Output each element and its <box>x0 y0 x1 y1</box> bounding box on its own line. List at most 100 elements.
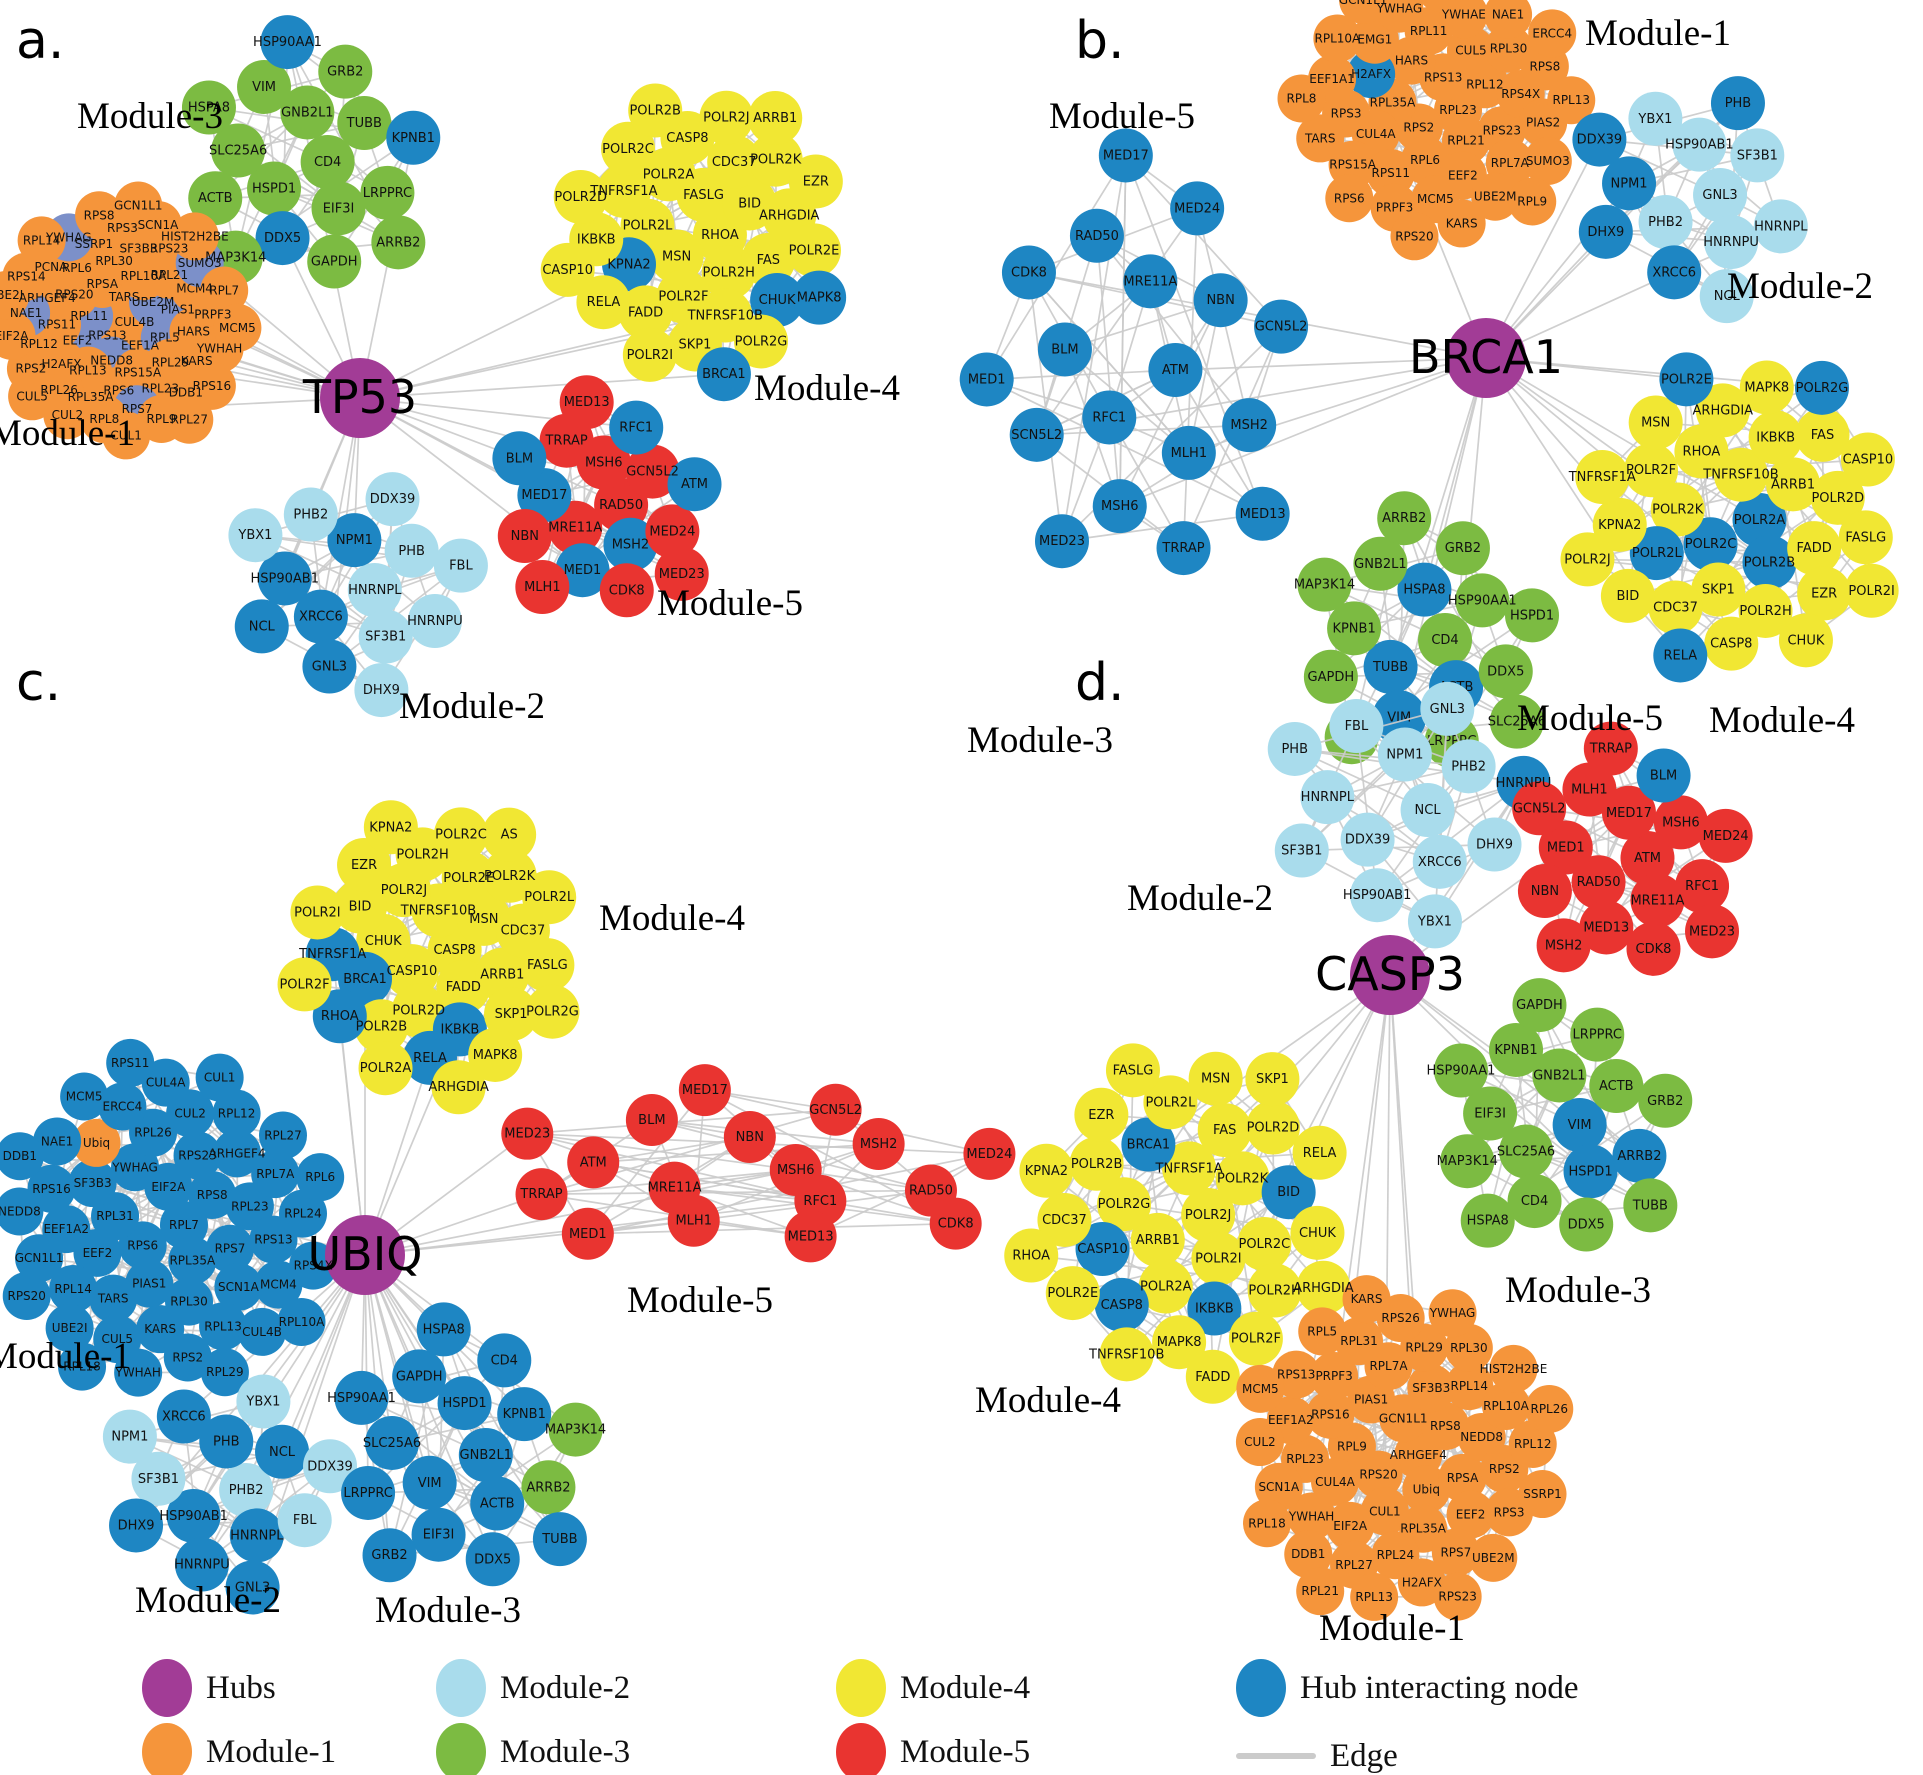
node-HSPD1[interactable] <box>1563 1144 1618 1199</box>
node-FBL[interactable] <box>277 1493 332 1548</box>
node-HSP90AA1[interactable] <box>1433 1043 1488 1098</box>
node-FAS[interactable] <box>1795 407 1850 462</box>
node-BLM[interactable] <box>1037 322 1092 377</box>
node-MED13[interactable] <box>1235 486 1290 541</box>
node-NAE1[interactable] <box>1484 0 1533 39</box>
node-CHUK[interactable] <box>1290 1205 1345 1260</box>
node-POLR2A[interactable] <box>358 1041 413 1096</box>
node-POLR2L[interactable] <box>1629 526 1684 581</box>
node-RPL6[interactable] <box>296 1153 345 1202</box>
node-CASP10[interactable] <box>1840 432 1895 487</box>
node-MED24[interactable] <box>1698 808 1753 863</box>
node-TUBB[interactable] <box>337 96 392 151</box>
node-NCL[interactable] <box>255 1424 310 1479</box>
node-PHB[interactable] <box>1710 76 1765 131</box>
node-SF3B1[interactable] <box>1274 823 1329 878</box>
node-BRCA1[interactable] <box>696 347 751 402</box>
node-SCN1A[interactable] <box>214 1262 263 1311</box>
node-FADD[interactable] <box>1787 521 1842 576</box>
node-MED23[interactable] <box>1034 514 1089 569</box>
node-EZR[interactable] <box>788 154 843 209</box>
node-DDX5[interactable] <box>1478 644 1533 699</box>
node-POLR2B[interactable] <box>1742 535 1797 590</box>
node-GNB2L1[interactable] <box>1353 536 1408 591</box>
node-HSPA8[interactable] <box>416 1302 471 1357</box>
node-SF3B1[interactable] <box>358 609 413 664</box>
node-GCN5L2[interactable] <box>809 1083 862 1136</box>
node-KPNB1[interactable] <box>386 110 441 165</box>
node-CD4[interactable] <box>477 1333 532 1388</box>
node-YWHAE[interactable] <box>1439 0 1488 39</box>
node-CD4[interactable] <box>1418 613 1473 667</box>
node-CDK8[interactable] <box>929 1197 982 1250</box>
node-MSH2[interactable] <box>852 1118 905 1171</box>
node-ARHGEF4[interactable] <box>213 1129 262 1178</box>
node-POLR2G[interactable] <box>734 314 789 369</box>
node-HSPD1[interactable] <box>437 1376 492 1431</box>
node-RPL10A[interactable] <box>277 1297 326 1346</box>
node-HNRNPU[interactable] <box>407 594 462 649</box>
node-ARHGDIA[interactable] <box>431 1060 486 1115</box>
node-RAD50[interactable] <box>1571 855 1626 910</box>
node-POLR2J[interactable] <box>699 90 754 145</box>
node-MAPK8[interactable] <box>1152 1315 1207 1370</box>
node-DHX9[interactable] <box>1578 204 1633 259</box>
node-GRB2[interactable] <box>1638 1073 1693 1128</box>
node-POLR2D[interactable] <box>1245 1100 1300 1155</box>
node-EIF3I[interactable] <box>1463 1086 1518 1141</box>
node-MAPK8[interactable] <box>468 1027 523 1082</box>
node-LRPPRC[interactable] <box>1570 1007 1625 1062</box>
node-FASLG[interactable] <box>1838 510 1893 565</box>
node-RPS11[interactable] <box>106 1038 155 1087</box>
node-TNFRSF10B[interactable] <box>1099 1327 1154 1382</box>
node-POLR2L[interactable] <box>1143 1075 1198 1130</box>
node-MRE11A[interactable] <box>1630 873 1685 928</box>
node-MED1[interactable] <box>959 352 1014 407</box>
node-NPM1[interactable] <box>1377 727 1432 782</box>
node-POLR2D[interactable] <box>553 169 608 224</box>
node-IKBKB[interactable] <box>1748 410 1803 465</box>
node-RELA[interactable] <box>576 275 631 330</box>
node-POLR2A[interactable] <box>1732 493 1787 547</box>
node-MLH1[interactable] <box>667 1194 720 1247</box>
node-YWHAH[interactable] <box>114 1348 163 1397</box>
node-HNRNPL[interactable] <box>347 563 402 617</box>
node-SLC25A6[interactable] <box>211 123 266 178</box>
node-ARRB1[interactable] <box>748 91 803 146</box>
node-CUL1[interactable] <box>195 1053 244 1102</box>
node-HSP90AB1[interactable] <box>1672 117 1727 172</box>
node-HSP90AA1[interactable] <box>1455 573 1510 628</box>
node-MED24[interactable] <box>1170 181 1225 236</box>
node-RHOA[interactable] <box>312 989 367 1044</box>
node-POLR2C[interactable] <box>434 807 489 862</box>
node-ATM[interactable] <box>1148 343 1203 397</box>
node-ARRB2[interactable] <box>1377 491 1432 546</box>
node-POLR2A[interactable] <box>1138 1259 1193 1314</box>
node-RELA[interactable] <box>1292 1125 1347 1180</box>
node-SLC25A6[interactable] <box>1499 1124 1554 1179</box>
node-MSH2[interactable] <box>1222 398 1277 453</box>
node-MED23[interactable] <box>501 1107 554 1160</box>
node-GCN5L2[interactable] <box>1254 299 1309 354</box>
node-SKP1[interactable] <box>484 987 539 1042</box>
node-UBE2M[interactable] <box>1471 172 1520 221</box>
node-POLR2B[interactable] <box>628 83 683 138</box>
node-POLR2H[interactable] <box>1738 583 1793 638</box>
node-TNFRSF10B[interactable] <box>1713 447 1768 502</box>
node-CHUK[interactable] <box>1778 613 1833 668</box>
node-PHB[interactable] <box>199 1414 254 1469</box>
node-CUL5[interactable] <box>1446 26 1495 75</box>
node-IKBKB[interactable] <box>1187 1281 1242 1336</box>
node-ARRB1[interactable] <box>1130 1212 1185 1267</box>
node-CASP10[interactable] <box>540 242 595 297</box>
node-POLR2C[interactable] <box>1237 1216 1292 1271</box>
node-HIST2H2BE[interactable] <box>170 212 219 261</box>
node-RPSA[interactable] <box>1438 1453 1487 1502</box>
node-MAP3K14[interactable] <box>1440 1134 1495 1189</box>
node-ATM[interactable] <box>567 1136 620 1189</box>
node-LRPPRC[interactable] <box>360 165 415 220</box>
node-TARS[interactable] <box>1296 114 1345 163</box>
node-POLR2F[interactable] <box>1228 1311 1283 1366</box>
node-EZR[interactable] <box>337 837 392 892</box>
node-POLR2F[interactable] <box>277 957 332 1012</box>
